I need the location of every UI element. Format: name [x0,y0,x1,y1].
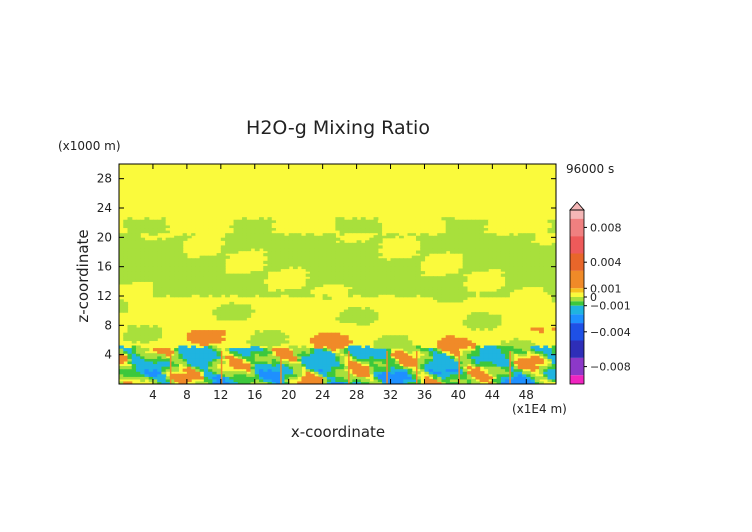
colorbar-tick-label: 0.001 [590,282,622,295]
colorbar-tick-label: 0.008 [590,221,622,234]
colorbar-tick-label: −0.008 [590,361,631,374]
colorbar-tick-label: −0.004 [590,326,631,339]
colorbar-band [570,375,584,384]
plot-frame [118,163,557,385]
y-tick-label: 16 [97,260,112,274]
colorbar-band [570,288,584,293]
colorbar-band [570,301,584,306]
colorbar-tick-label: 0.004 [590,256,622,269]
x-unit-label: (x1E4 m) [512,402,567,416]
colorbar-band [570,357,584,376]
y-tick-label: 12 [97,289,112,303]
y-tick-label: 28 [97,172,112,186]
heatmap-field [119,164,556,384]
x-axis-label: x-coordinate [291,423,385,441]
colorbar-band [570,297,584,302]
x-tick-label: 44 [485,388,500,402]
x-tick-label: 16 [247,388,262,402]
colorbar-band [570,323,584,341]
x-tick-label: 36 [417,388,432,402]
y-tick-label: 8 [104,318,112,332]
colorbar-band [570,270,584,289]
colorbar-band [570,253,584,271]
colorbar-band [570,218,584,237]
colorbar-tick-label: −0.001 [590,300,631,313]
colorbar-band [570,292,584,297]
y-tick-label: 4 [104,348,112,362]
x-tick-label: 40 [451,388,466,402]
x-tick-label: 32 [383,388,398,402]
x-tick-label: 12 [213,388,228,402]
x-tick-label: 24 [315,388,330,402]
colorbar-band [570,340,584,358]
chart-title: H2O-g Mixing Ratio [246,117,430,139]
x-tick-label: 28 [349,388,364,402]
y-tick-label: 20 [97,230,112,244]
y-tick-label: 24 [97,201,112,215]
x-axis: 4 8 12 16 20 24 28 32 36 40 44 48 [149,164,534,402]
colorbar-band [570,236,584,254]
y-axis-label: z-coordinate [74,229,92,322]
x-tick-label: 20 [281,388,296,402]
colorbar-band [570,305,584,315]
colorbar-band [570,314,584,324]
colorbar-band [570,210,584,219]
x-tick-label: 4 [149,388,157,402]
x-tick-label: 48 [519,388,534,402]
time-label: 96000 s [566,162,614,176]
y-unit-label: (x1000 m) [58,139,121,153]
y-axis: 4 8 12 16 20 24 28 [97,172,556,362]
colorbar-tick-label: 0 [590,291,597,304]
x-tick-label: 8 [183,388,191,402]
colorbar-extend-arrow [569,201,585,211]
